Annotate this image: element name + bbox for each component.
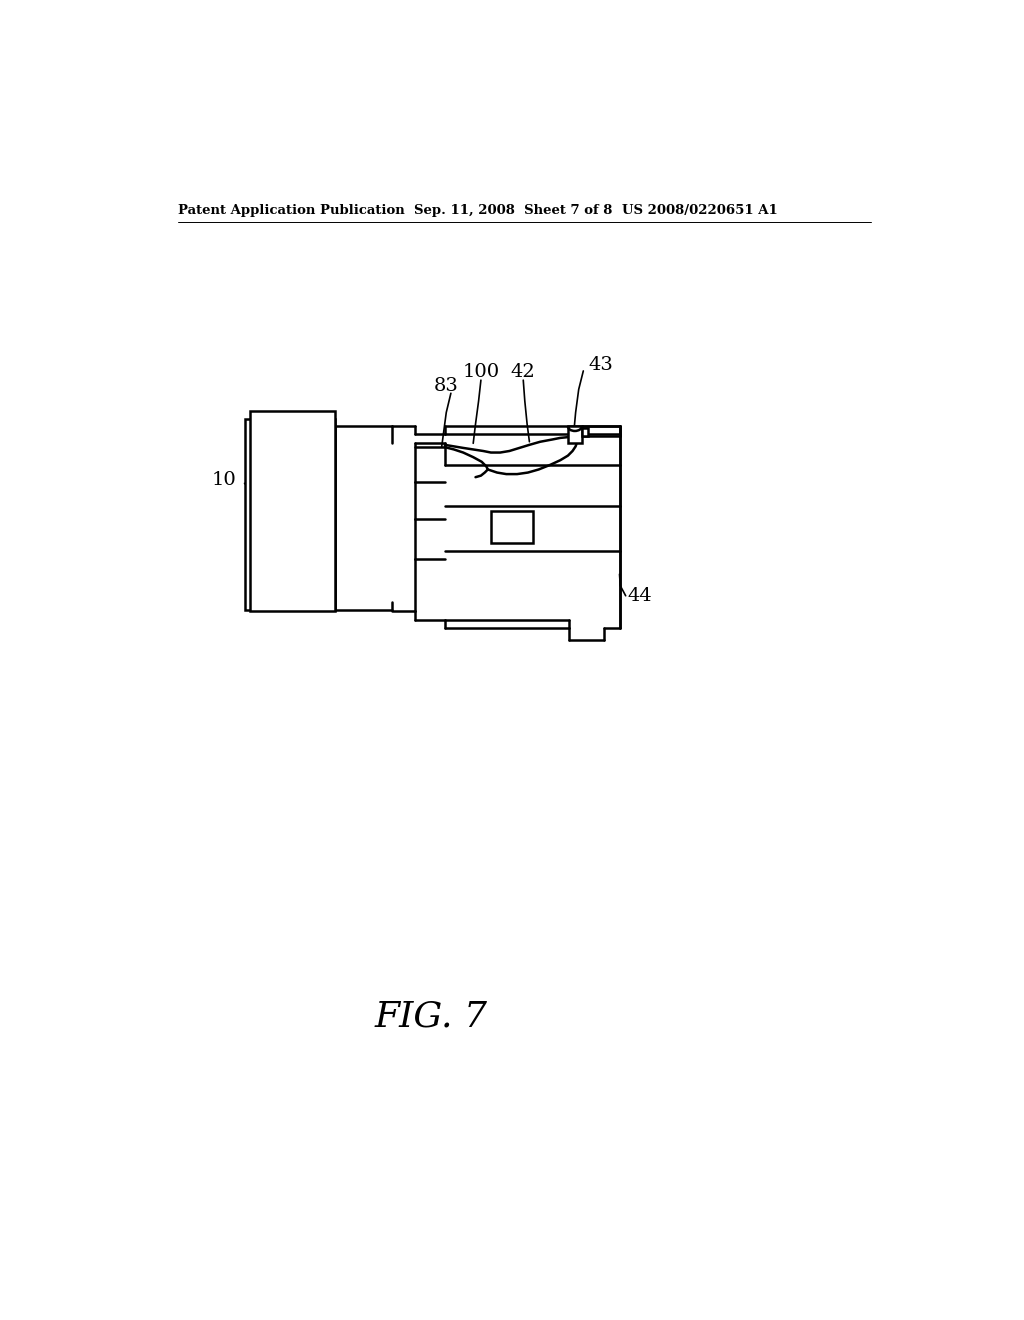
Bar [568,426,582,444]
Text: 10: 10 [212,471,237,490]
Text: FIG. 7: FIG. 7 [375,1001,487,1034]
Text: 42: 42 [511,363,536,381]
Bar [490,511,534,544]
Text: US 2008/0220651 A1: US 2008/0220651 A1 [622,205,777,218]
Text: 43: 43 [588,356,612,374]
Text: 44: 44 [628,587,652,605]
Bar [250,411,335,611]
Text: 83: 83 [434,376,459,395]
Text: 100: 100 [463,363,500,381]
Bar [582,428,588,436]
Bar [245,418,336,610]
Text: Patent Application Publication: Patent Application Publication [178,205,406,218]
Text: Sep. 11, 2008  Sheet 7 of 8: Sep. 11, 2008 Sheet 7 of 8 [414,205,612,218]
